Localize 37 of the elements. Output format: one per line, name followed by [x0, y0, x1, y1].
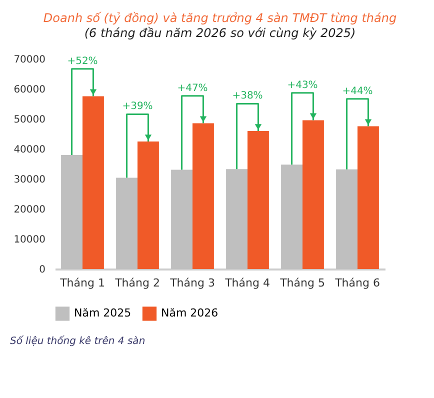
bar — [302, 120, 324, 269]
y-tick-label: 20000 — [14, 204, 46, 216]
annotation: +39% — [122, 101, 153, 112]
bar — [82, 96, 104, 269]
bar — [248, 131, 269, 269]
annotation: +47% — [177, 82, 208, 94]
y-tick-label: 60000 — [14, 84, 46, 96]
x-tick-label: Tháng 1 — [59, 276, 105, 290]
legend-label: Năm 2026 — [161, 306, 218, 320]
y-tick-label: 40000 — [14, 144, 46, 156]
x-tick-label: Tháng 2 — [114, 276, 160, 290]
annotation: +38% — [232, 90, 263, 102]
annotation: +43% — [287, 80, 318, 91]
bar — [61, 155, 82, 269]
bar — [358, 126, 379, 269]
y-tick-label: 30000 — [14, 174, 46, 186]
x-tick-label: Tháng 5 — [279, 276, 325, 290]
legend-label: Năm 2025 — [74, 306, 132, 320]
x-tick-label: Tháng 3 — [169, 276, 215, 290]
bar — [336, 169, 358, 269]
bar — [281, 164, 302, 269]
bar — [192, 123, 214, 269]
bar — [138, 142, 159, 269]
chart-subtitle: (6 tháng đầu năm 2026 so với cùng kỳ 2025) — [84, 26, 356, 40]
bar — [226, 169, 248, 269]
annotation: +44% — [342, 86, 373, 97]
y-tick-label: 10000 — [14, 234, 46, 246]
y-tick-label: 0 — [39, 264, 46, 276]
text: Số liệu thống kê trên 4 sàn — [10, 335, 146, 347]
x-tick-label: Tháng 6 — [334, 276, 380, 290]
x-tick-label: Tháng 4 — [224, 276, 270, 290]
chart-title: Doanh số (tỷ đồng) và tăng trưởng 4 sàn TMĐT từng tháng — [43, 11, 397, 25]
bar — [171, 170, 192, 269]
annotation: +52% — [67, 56, 98, 67]
y-tick-label: 50000 — [14, 114, 46, 126]
bar — [116, 178, 138, 269]
y-tick-label: 70000 — [14, 54, 46, 66]
